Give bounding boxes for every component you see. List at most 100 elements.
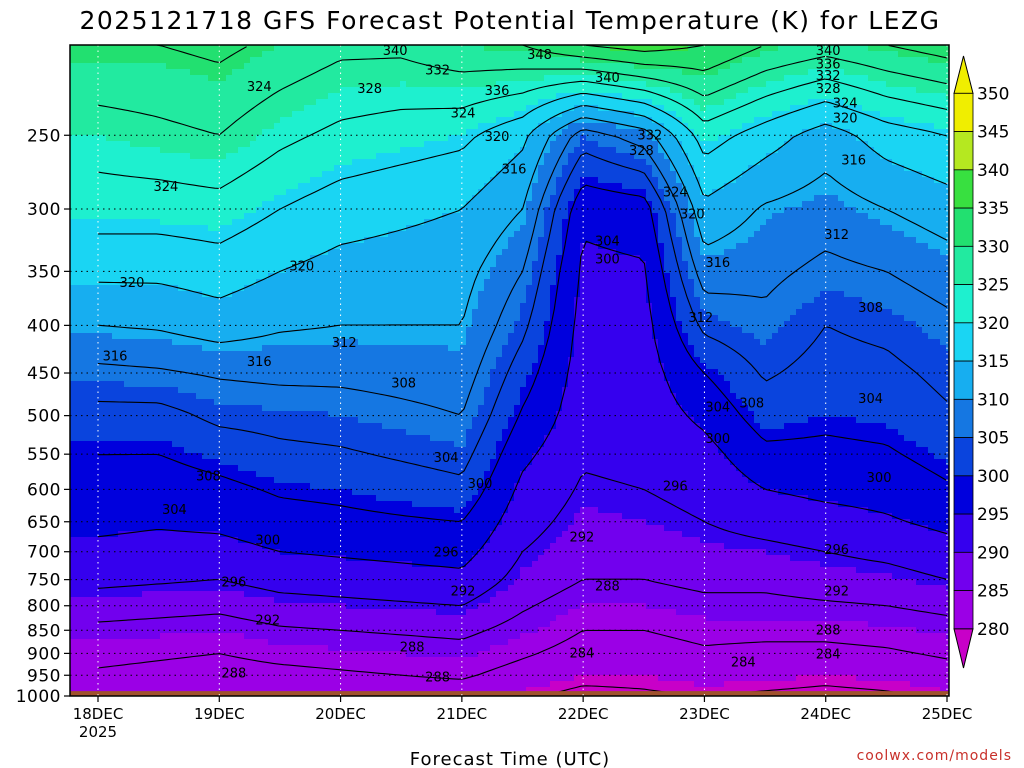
field-cell (292, 483, 299, 556)
field-cell (550, 543, 557, 622)
field-cell (100, 219, 107, 286)
field-cell (160, 591, 167, 634)
field-cell (514, 111, 521, 154)
field-cell (274, 345, 281, 412)
field-cell (886, 225, 893, 310)
field-cell (238, 69, 245, 148)
field-cell (436, 87, 443, 142)
field-cell (892, 87, 899, 118)
field-cell (862, 45, 869, 76)
field-cell (352, 45, 359, 88)
field-cell (628, 81, 635, 100)
field-cell (514, 483, 521, 580)
field-cell (874, 45, 881, 52)
field-cell (916, 171, 923, 244)
colorbar-label: 280 (977, 620, 1009, 640)
field-cell (484, 471, 491, 544)
field-cell (142, 591, 149, 640)
field-cell (550, 681, 557, 696)
field-cell (796, 561, 803, 622)
field-cell (340, 339, 347, 418)
colorbar-label: 320 (977, 314, 1009, 334)
field-cell (274, 123, 281, 196)
field-cell (610, 111, 617, 124)
field-cell (850, 507, 857, 568)
field-cell (82, 285, 89, 334)
field-cell (790, 315, 797, 424)
field-cell (244, 213, 251, 286)
field-cell (598, 603, 605, 676)
field-cell (538, 123, 545, 166)
field-cell (742, 57, 749, 94)
field-cell (718, 255, 725, 322)
field-cell (880, 309, 887, 424)
field-cell (682, 537, 689, 616)
field-cell (256, 45, 263, 58)
field-cell (412, 609, 419, 658)
field-cell (874, 627, 881, 682)
field-cell (880, 513, 887, 574)
field-cell (784, 555, 791, 622)
field-cell (124, 597, 131, 640)
field-cell (700, 429, 707, 544)
field-cell (574, 57, 581, 76)
field-cell (298, 345, 305, 412)
field-cell (274, 603, 281, 646)
field-cell (844, 207, 851, 298)
field-cell (622, 81, 629, 100)
field-cell (322, 489, 329, 556)
field-cell (496, 357, 503, 442)
field-cell (112, 141, 119, 220)
field-cell (514, 321, 521, 406)
field-cell (838, 291, 845, 418)
field-cell (874, 111, 881, 154)
field-cell (166, 591, 173, 634)
field-cell (712, 255, 719, 316)
field-cell (646, 525, 653, 610)
field-cell (778, 621, 785, 682)
field-cell (178, 45, 185, 70)
field-cell (538, 447, 545, 556)
field-cell (250, 141, 257, 214)
field-cell (238, 633, 245, 694)
field-cell (670, 69, 677, 94)
field-cell (712, 189, 719, 256)
field-cell (316, 45, 323, 100)
field-cell (388, 609, 395, 652)
field-cell (658, 243, 665, 364)
credit-text[interactable]: coolwx.com/models (857, 748, 1012, 764)
field-cell (568, 45, 575, 58)
field-cell (700, 255, 707, 310)
field-cell (508, 237, 515, 334)
field-cell (754, 621, 761, 682)
field-cell (568, 57, 575, 76)
isentrope-line (97, 240, 948, 569)
x-tick-label: 19DEC (194, 705, 245, 723)
field-cell (898, 231, 905, 316)
field-cell (718, 69, 725, 106)
field-cell (676, 531, 683, 616)
field-cell (916, 327, 923, 448)
field-cell (718, 543, 725, 622)
field-cell (694, 615, 701, 688)
field-cell (136, 219, 143, 286)
field-cell (250, 351, 257, 406)
field-cell (748, 549, 755, 622)
field-cell (628, 189, 635, 256)
field-cell (268, 273, 275, 346)
field-cell (856, 297, 863, 424)
field-cell (892, 45, 899, 52)
contour-label: 296 (434, 545, 459, 560)
field-cell (634, 99, 641, 118)
contour-label: 304 (162, 503, 187, 518)
field-cell (652, 87, 659, 106)
field-cell (166, 339, 173, 388)
field-cell (352, 159, 359, 244)
field-cell (514, 45, 521, 52)
field-cell (298, 483, 305, 556)
field-cell (574, 513, 581, 610)
field-cell (262, 51, 269, 130)
field-cell (610, 93, 617, 112)
field-cell (532, 561, 539, 634)
contour-label: 300 (255, 534, 280, 549)
